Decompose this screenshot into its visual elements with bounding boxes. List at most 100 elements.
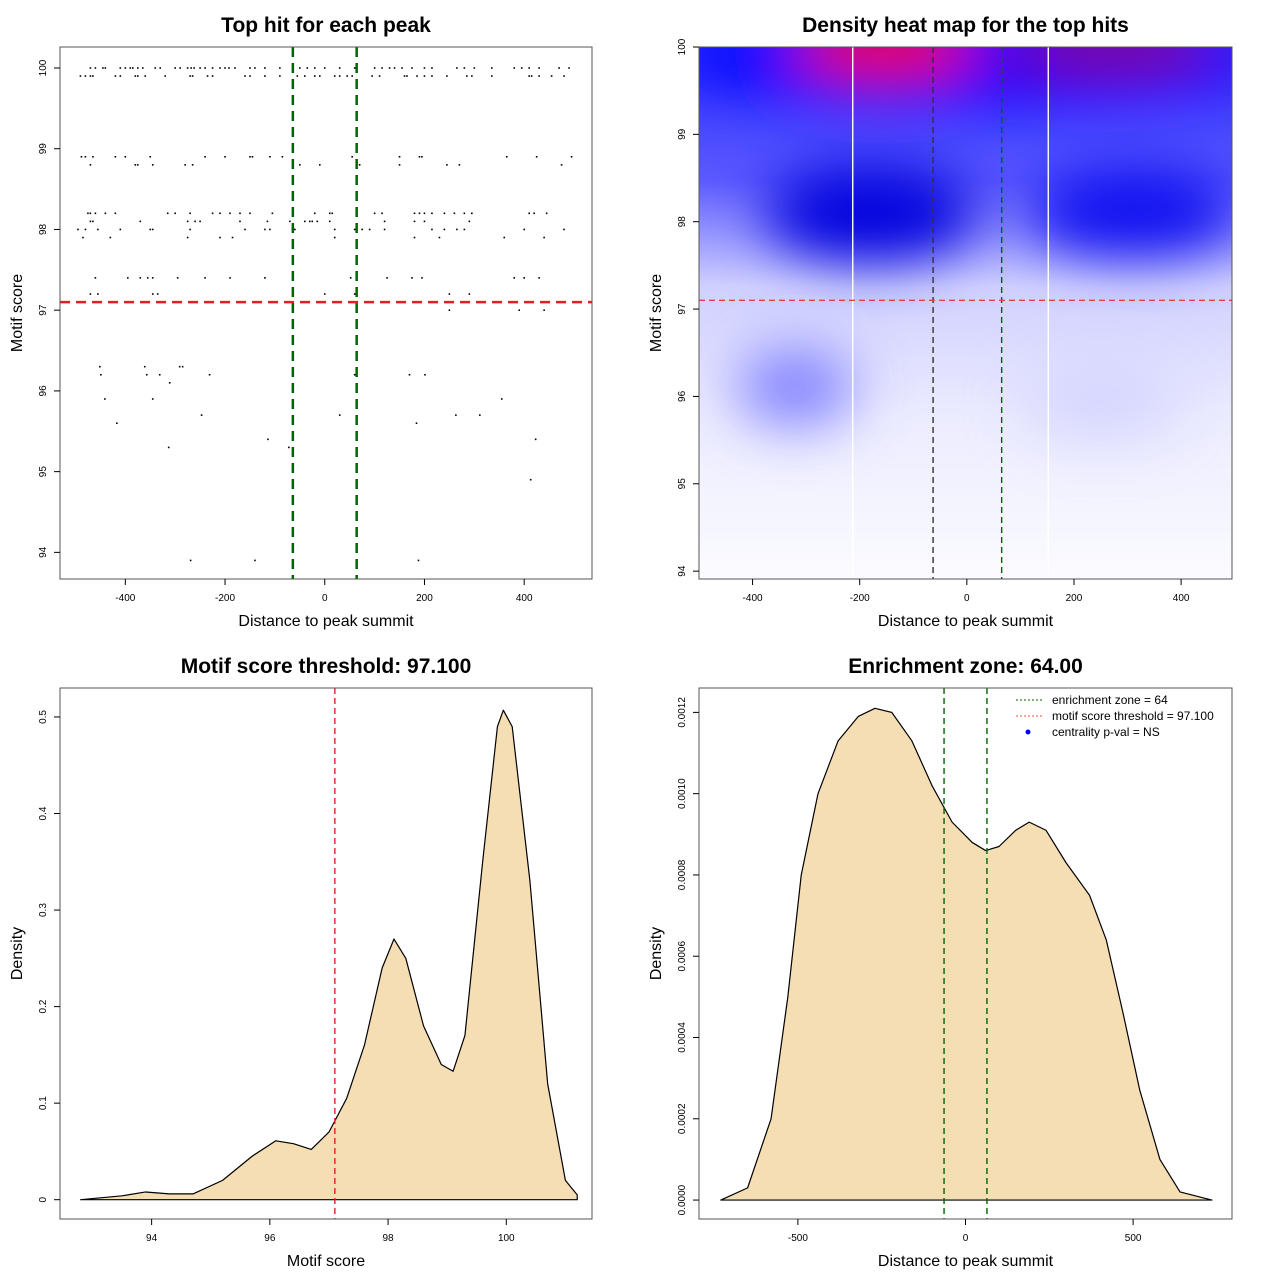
data-point — [318, 75, 321, 77]
data-point — [94, 212, 97, 215]
x-tick-label: 200 — [416, 593, 433, 604]
data-point — [167, 446, 170, 449]
data-point — [351, 75, 353, 77]
y-tick-label: 0.0006 — [677, 940, 688, 971]
data-point — [249, 67, 251, 69]
data-point — [89, 67, 92, 69]
data-point — [423, 220, 426, 223]
data-point — [299, 67, 301, 69]
data-point — [346, 75, 348, 77]
density-hotspot — [763, 164, 978, 262]
data-point — [151, 164, 154, 166]
data-point — [190, 67, 192, 69]
data-point — [403, 75, 406, 77]
data-point — [239, 212, 241, 215]
data-point — [94, 67, 97, 69]
data-point — [136, 67, 139, 69]
y-tick-label: 0.0012 — [677, 697, 688, 728]
data-point — [408, 373, 411, 376]
data-point — [289, 220, 291, 223]
x-tick-label: 98 — [383, 1233, 395, 1244]
data-point — [471, 75, 473, 77]
data-point — [381, 212, 383, 215]
data-point — [116, 422, 118, 424]
y-tick-label: 0.0000 — [677, 1184, 688, 1215]
data-point — [156, 293, 159, 295]
y-tick-label: 0.3 — [38, 903, 49, 917]
data-point — [254, 559, 256, 562]
data-point — [316, 220, 319, 223]
data-point — [563, 228, 565, 231]
x-tick-label: 400 — [516, 593, 533, 604]
data-point — [211, 212, 214, 215]
data-point — [333, 236, 336, 239]
data-point — [92, 220, 94, 223]
plot-frame — [59, 687, 593, 1220]
data-point — [204, 155, 206, 158]
data-point — [513, 67, 516, 69]
data-point — [149, 155, 152, 158]
data-point — [520, 67, 523, 69]
data-point — [134, 164, 137, 166]
data-point — [534, 438, 537, 441]
data-point — [231, 236, 234, 239]
data-point — [131, 67, 134, 69]
data-point — [513, 277, 516, 279]
data-point — [189, 559, 192, 562]
data-point — [234, 67, 236, 69]
data-point — [529, 478, 532, 481]
data-point — [264, 277, 266, 279]
x-tick-label: 500 — [1125, 1233, 1142, 1244]
data-point — [338, 414, 341, 416]
x-tick-label: 0 — [322, 593, 328, 604]
data-point — [89, 220, 92, 223]
data-point — [208, 373, 211, 376]
data-point — [229, 277, 231, 279]
data-point — [264, 67, 266, 69]
x-tick-label: -400 — [743, 593, 763, 604]
data-point — [154, 67, 157, 69]
data-point — [199, 220, 201, 223]
data-point — [523, 228, 525, 231]
x-axis-label: Distance to peak summit — [238, 613, 414, 630]
data-point — [77, 228, 79, 231]
data-point — [89, 293, 92, 295]
data-point — [211, 67, 214, 69]
data-point — [413, 212, 416, 215]
data-point — [456, 67, 458, 69]
data-point — [178, 365, 181, 368]
data-point — [264, 75, 266, 77]
data-point — [323, 293, 326, 295]
data-point — [411, 277, 413, 279]
data-point — [174, 212, 176, 215]
data-point — [299, 164, 301, 166]
density-hotspot — [1020, 370, 1182, 441]
data-point — [386, 277, 388, 279]
x-tick-label: 400 — [1173, 593, 1190, 604]
density-hotspot — [1004, 47, 1219, 74]
data-point — [109, 236, 112, 239]
data-point — [136, 75, 139, 77]
data-point — [146, 277, 149, 279]
data-point — [79, 75, 82, 77]
y-axis-label: Density — [9, 927, 26, 980]
y-tick-label: 0.1 — [38, 1096, 49, 1110]
data-point — [563, 75, 565, 77]
data-point — [139, 277, 142, 279]
data-point — [239, 220, 241, 223]
data-point — [119, 228, 122, 231]
heatmap-blobs — [699, 47, 1232, 441]
data-point — [174, 67, 176, 69]
x-axis-label: Motif score — [287, 1253, 365, 1270]
legend-dot-icon — [1025, 729, 1031, 735]
data-point — [349, 277, 352, 279]
data-point — [431, 67, 433, 69]
y-tick-label: 95 — [677, 478, 688, 490]
data-point — [473, 67, 476, 69]
data-point — [446, 75, 448, 77]
data-point — [383, 228, 386, 231]
data-point — [124, 67, 127, 69]
x-axis-label: Distance to peak summit — [878, 1253, 1054, 1270]
data-point — [361, 228, 363, 231]
